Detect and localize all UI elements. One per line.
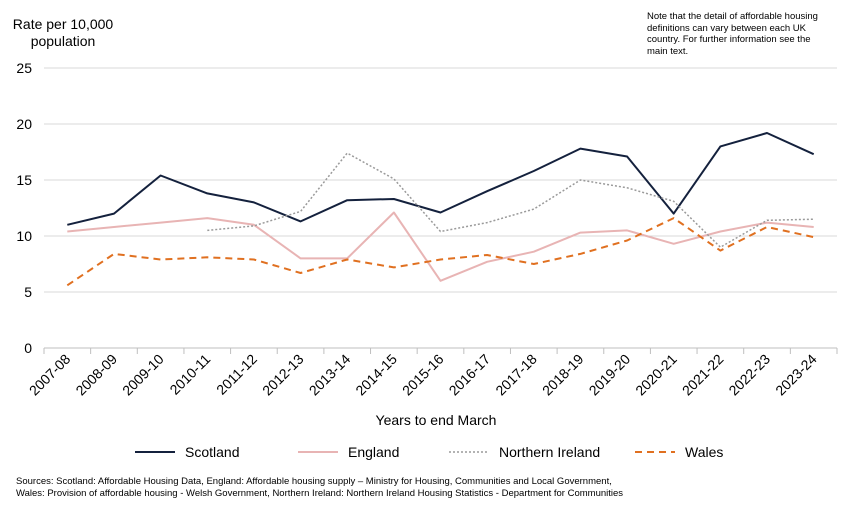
x-tick-label: 2017-18 bbox=[492, 351, 540, 399]
series-line-wales bbox=[66, 217, 814, 287]
chart-note: Note that the detail of affordable housi… bbox=[647, 11, 818, 57]
y-axis-ticks: 0 5 10 15 20 25 bbox=[16, 60, 32, 356]
x-tick-label: 2008-09 bbox=[72, 351, 120, 399]
legend-swatch-scotland bbox=[135, 451, 175, 453]
sources: Sources: Scotland: Affordable Housing Da… bbox=[16, 476, 836, 499]
legend-swatch-wales bbox=[635, 451, 675, 453]
series-lines bbox=[66, 132, 815, 287]
x-tick-label: 2021-22 bbox=[679, 351, 727, 399]
x-tick-label: 2020-21 bbox=[632, 351, 680, 399]
legend-label-england: England bbox=[348, 444, 400, 460]
y-tick-label: 25 bbox=[16, 60, 32, 76]
legend-item-northern-ireland: Northern Ireland bbox=[449, 444, 600, 460]
x-tick-label: 2014-15 bbox=[352, 351, 400, 399]
legend-label-scotland: Scotland bbox=[185, 444, 240, 460]
y-tick-label: 5 bbox=[24, 284, 32, 300]
x-tick-label: 2011-12 bbox=[213, 351, 260, 398]
legend-label-northern-ireland: Northern Ireland bbox=[499, 444, 601, 460]
x-tick-label: 2013-14 bbox=[306, 351, 354, 399]
y-axis-label-line2: population bbox=[30, 33, 96, 49]
y-tick-label: 15 bbox=[16, 172, 32, 188]
x-tick-label: 2010-11 bbox=[166, 351, 213, 398]
legend-swatch-england bbox=[298, 451, 338, 453]
grid-lines bbox=[44, 67, 837, 293]
x-axis-label: Years to end March bbox=[375, 412, 497, 428]
y-tick-label: 10 bbox=[16, 228, 32, 244]
x-tick-label: 2018-19 bbox=[539, 351, 587, 399]
legend-item-scotland: Scotland bbox=[135, 444, 239, 460]
x-tick-label: 2015-16 bbox=[399, 351, 447, 399]
series-line-england bbox=[67, 211, 814, 282]
legend-swatch-northern-ireland bbox=[449, 451, 489, 453]
legend-label-wales: Wales bbox=[685, 444, 724, 460]
legend-item-wales: Wales bbox=[635, 444, 723, 460]
y-tick-label: 20 bbox=[16, 116, 32, 132]
series-line-scotland bbox=[67, 132, 815, 226]
x-tick-label: 2019-20 bbox=[586, 351, 634, 399]
series-line-northern-ireland bbox=[207, 152, 814, 248]
x-tick-label: 2009-10 bbox=[119, 351, 167, 399]
x-tick-label: 2023-24 bbox=[772, 351, 820, 399]
x-tick-label: 2007-08 bbox=[26, 351, 74, 399]
sources-line-1: Sources: Scotland: Affordable Housing Da… bbox=[16, 476, 612, 487]
legend: Scotland England Northern Ireland Wales bbox=[100, 444, 820, 464]
x-tick-label: 2012-13 bbox=[259, 351, 307, 399]
y-axis-label-line1: Rate per 10,000 bbox=[12, 16, 114, 32]
y-axis-label: Rate per 10,000 population bbox=[8, 16, 118, 50]
sources-line-2: Wales: Provision of affordable housing -… bbox=[16, 487, 624, 499]
x-tick-label: 2016-17 bbox=[446, 351, 494, 399]
x-tick-label: 2022-23 bbox=[725, 351, 773, 399]
y-tick-label: 0 bbox=[24, 340, 32, 356]
legend-item-england: England bbox=[298, 444, 399, 460]
